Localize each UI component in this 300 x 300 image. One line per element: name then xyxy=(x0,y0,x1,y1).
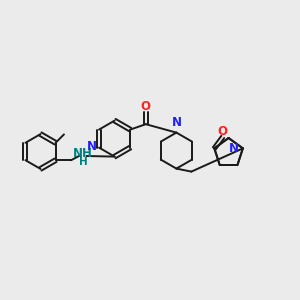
Text: H: H xyxy=(79,157,88,167)
Text: N: N xyxy=(229,142,239,155)
Text: O: O xyxy=(141,100,151,113)
Text: NH: NH xyxy=(73,147,92,160)
Text: N: N xyxy=(87,140,97,153)
Text: N: N xyxy=(171,116,182,129)
Text: O: O xyxy=(218,125,228,138)
